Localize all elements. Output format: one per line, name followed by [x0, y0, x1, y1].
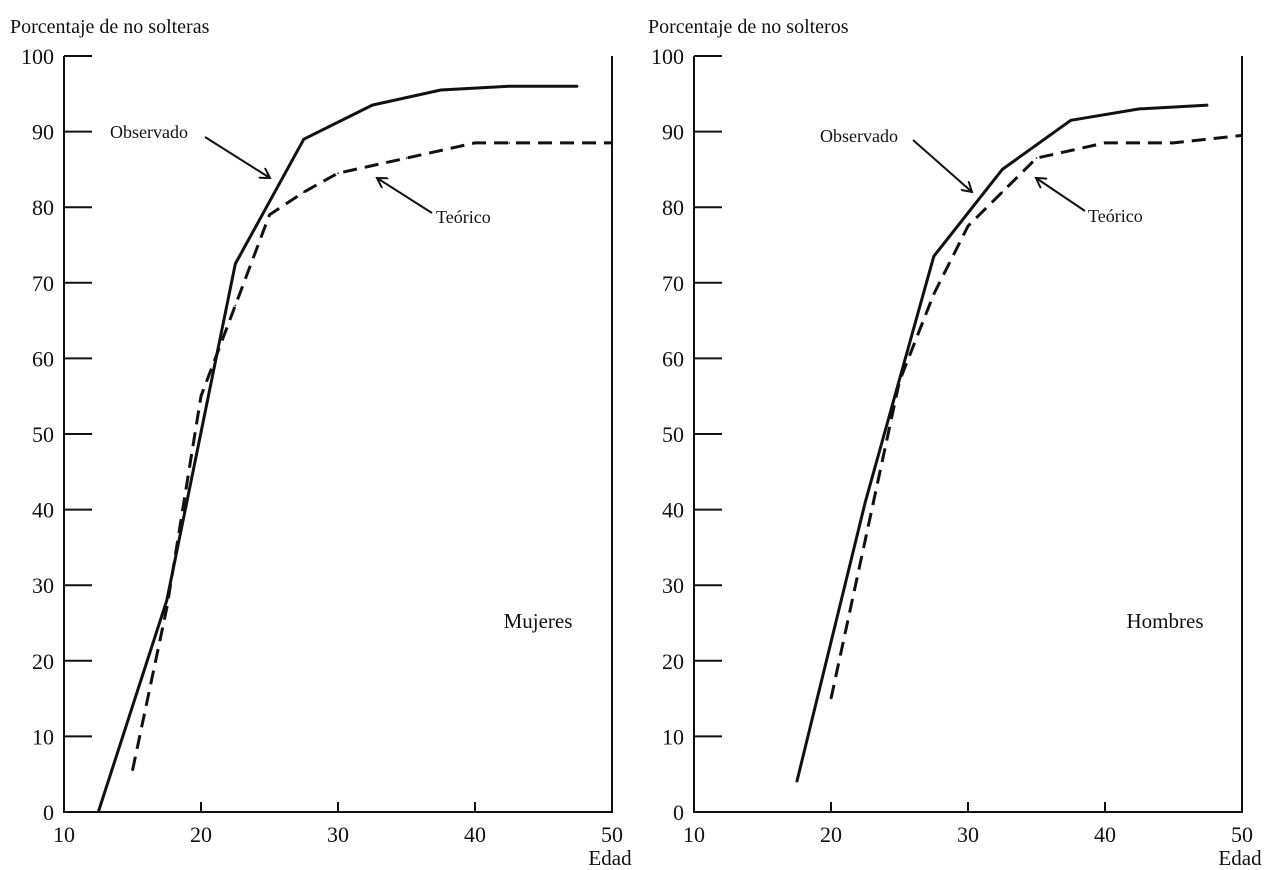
data-point-te-rico: [439, 149, 442, 152]
annotation-observado: Observado: [820, 126, 898, 146]
data-point-te-rico: [1069, 149, 1072, 152]
data-point-te-rico: [405, 157, 408, 159]
y-tick-label: 10: [662, 724, 684, 749]
data-point-observado: [1206, 104, 1209, 106]
x-axis-label: Edad: [1218, 846, 1262, 870]
x-tick-label: 10: [53, 822, 75, 847]
data-point-te-rico: [371, 164, 374, 167]
y-tick-label: 70: [32, 271, 54, 296]
data-point-observado: [439, 89, 442, 91]
data-point-te-rico: [932, 293, 935, 295]
data-point-te-rico: [474, 142, 476, 144]
y-tick-label: 10: [32, 724, 54, 749]
x-tick-label: 40: [464, 822, 486, 847]
data-point-te-rico: [1138, 142, 1141, 144]
data-point-te-rico: [268, 213, 271, 216]
annotation-arrow-teorico: [1036, 178, 1086, 212]
annotation-teorico: Teórico: [1088, 206, 1143, 226]
data-point-te-rico: [508, 142, 511, 144]
annotation-arrow-teorico: [377, 178, 433, 214]
y-tick-label: 40: [32, 498, 54, 523]
data-point-observado: [371, 104, 374, 106]
data-point-observado: [1001, 168, 1004, 171]
y-tick-label: 100: [651, 44, 684, 69]
y-tick-label: 20: [32, 649, 54, 674]
x-tick-label: 30: [327, 822, 349, 847]
data-point-observado: [576, 85, 579, 88]
y-tick-label: 0: [43, 800, 54, 825]
data-point-te-rico: [234, 304, 237, 307]
y-tick-label: 60: [32, 346, 54, 371]
y-tick-label: 0: [673, 800, 684, 825]
y-tick-label: 80: [32, 195, 54, 220]
annotation-arrow-observado: [204, 136, 270, 178]
data-point-te-rico: [1172, 142, 1175, 144]
data-point-te-rico: [611, 142, 613, 144]
y-tick-label: 50: [662, 422, 684, 447]
data-point-te-rico: [1241, 134, 1243, 137]
y-tick-label: 90: [662, 120, 684, 145]
y-tick-label: 50: [32, 422, 54, 447]
y-tick-label: 100: [21, 44, 54, 69]
data-point-observado: [932, 255, 935, 258]
data-point-te-rico: [165, 607, 168, 609]
data-point-te-rico: [1035, 157, 1038, 159]
data-point-observado: [508, 85, 511, 88]
y-tick-label: 90: [32, 120, 54, 145]
x-tick-label: 20: [190, 822, 212, 847]
data-point-te-rico: [898, 380, 901, 382]
y-tick-label: 40: [662, 498, 684, 523]
annotation-observado: Observado: [110, 122, 188, 142]
y-axis-label: Porcentaje de no solteros: [648, 16, 849, 38]
data-point-te-rico: [864, 539, 867, 541]
x-tick-label: 50: [1231, 822, 1253, 847]
chart-panel-mujeres: Porcentaje de no solteras010203040506070…: [10, 16, 632, 870]
data-point-te-rico: [302, 191, 305, 193]
y-tick-label: 60: [662, 346, 684, 371]
y-tick-label: 70: [662, 271, 684, 296]
y-axis-label: Porcentaje de no solteras: [10, 16, 210, 38]
data-point-observado: [234, 263, 237, 265]
data-point-observado: [302, 138, 305, 140]
data-point-te-rico: [337, 172, 339, 174]
y-tick-label: 30: [662, 573, 684, 598]
annotation-teorico: Teórico: [436, 207, 491, 227]
x-axis-label: Edad: [588, 846, 632, 870]
data-point-te-rico: [1104, 142, 1106, 144]
data-point-te-rico: [200, 395, 202, 398]
data-point-observado: [1138, 108, 1141, 110]
x-tick-label: 40: [1094, 822, 1116, 847]
axis-frame: [693, 56, 1243, 813]
data-point-te-rico: [542, 142, 545, 144]
panel-label: Mujeres: [504, 609, 573, 633]
y-tick-label: 30: [32, 573, 54, 598]
data-point-te-rico: [131, 769, 134, 772]
series-line-te-rico: [131, 141, 612, 771]
panel-label: Hombres: [1127, 609, 1204, 633]
data-point-te-rico: [830, 697, 832, 700]
data-point-observado: [1069, 119, 1072, 122]
data-point-te-rico: [1001, 191, 1004, 193]
series-line-te-rico: [829, 133, 1243, 699]
annotation-arrow-observado: [912, 139, 972, 192]
data-point-observado: [864, 501, 867, 503]
x-tick-label: 30: [957, 822, 979, 847]
chart-panel-hombres: Porcentaje de no solteros010203040506070…: [648, 16, 1262, 870]
series-line-observado: [795, 103, 1208, 783]
y-tick-label: 20: [662, 649, 684, 674]
x-tick-label: 20: [820, 822, 842, 847]
data-point-observado: [97, 811, 100, 813]
data-point-observado: [165, 599, 168, 602]
data-point-te-rico: [967, 225, 969, 227]
x-tick-label: 10: [683, 822, 705, 847]
series-line-observado: [96, 84, 578, 813]
y-tick-label: 80: [662, 195, 684, 220]
data-point-observado: [795, 780, 798, 783]
x-tick-label: 50: [601, 822, 623, 847]
